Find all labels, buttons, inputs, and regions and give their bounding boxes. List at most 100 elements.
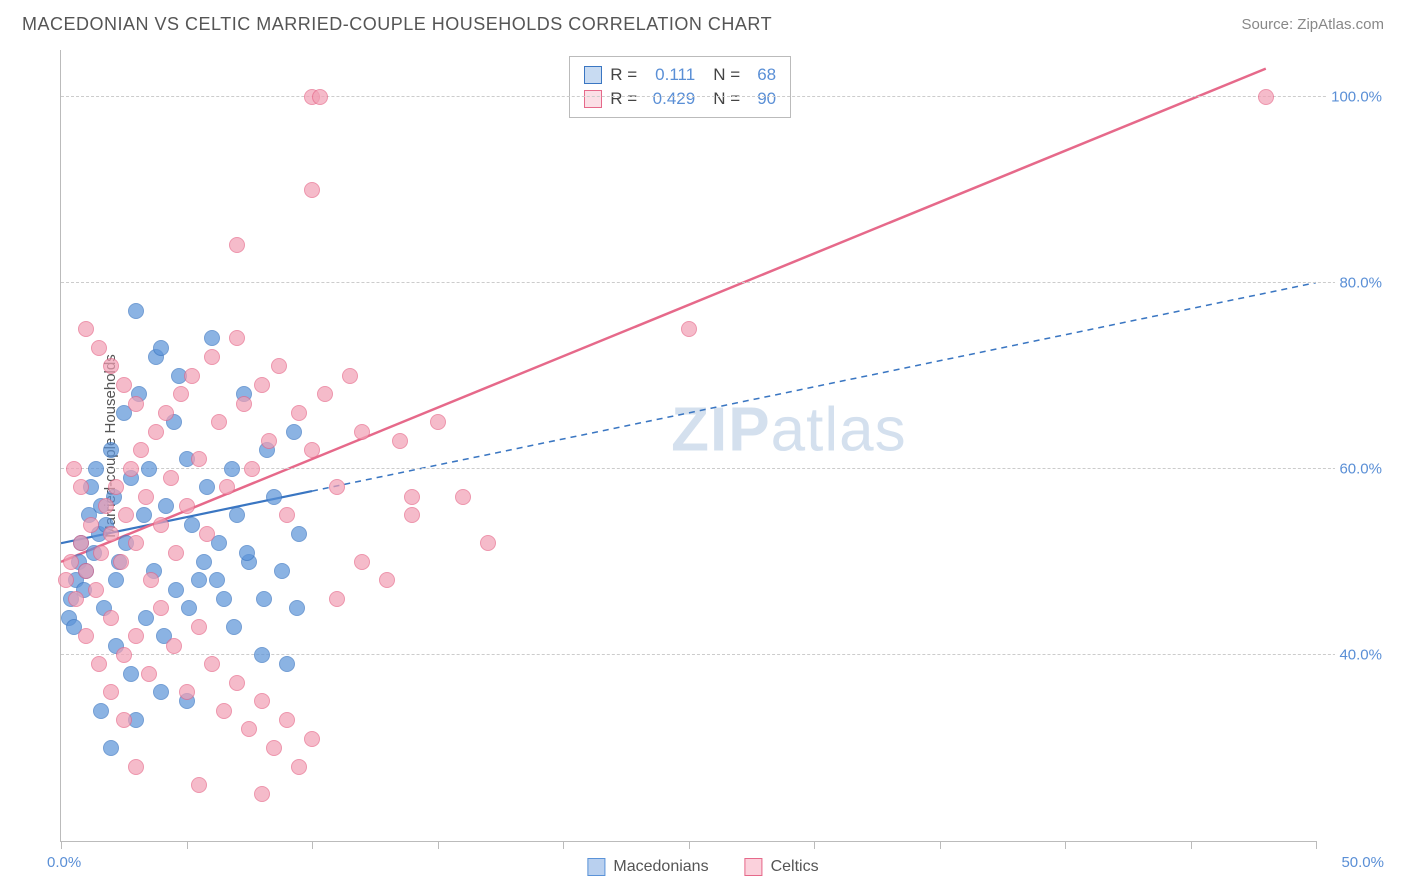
scatter-point xyxy=(204,349,220,365)
x-tick xyxy=(312,841,313,849)
scatter-point xyxy=(254,647,270,663)
stats-row: R =0.111N =68 xyxy=(584,63,776,87)
chart-plot-area: Married-couple Households ZIPatlas R =0.… xyxy=(60,50,1316,842)
r-value: 0.111 xyxy=(645,65,695,85)
scatter-point xyxy=(229,330,245,346)
scatter-point xyxy=(229,507,245,523)
scatter-point xyxy=(291,526,307,542)
scatter-point xyxy=(279,507,295,523)
gridline-h xyxy=(61,96,1386,97)
scatter-point xyxy=(229,237,245,253)
scatter-point xyxy=(392,433,408,449)
scatter-point xyxy=(681,321,697,337)
legend-label: Celtics xyxy=(771,858,819,876)
scatter-point xyxy=(103,684,119,700)
scatter-point xyxy=(141,666,157,682)
scatter-point xyxy=(116,377,132,393)
scatter-point xyxy=(216,703,232,719)
legend: Macedonians Celtics xyxy=(587,858,818,876)
scatter-point xyxy=(266,740,282,756)
scatter-point xyxy=(68,591,84,607)
scatter-point xyxy=(73,535,89,551)
scatter-point xyxy=(329,479,345,495)
scatter-point xyxy=(123,461,139,477)
scatter-point xyxy=(153,340,169,356)
scatter-point xyxy=(128,535,144,551)
scatter-point xyxy=(291,405,307,421)
scatter-point xyxy=(219,479,235,495)
scatter-point xyxy=(103,610,119,626)
scatter-point xyxy=(455,489,471,505)
scatter-point xyxy=(304,731,320,747)
scatter-point xyxy=(244,461,260,477)
r-label: R = xyxy=(610,89,637,109)
scatter-point xyxy=(216,591,232,607)
scatter-point xyxy=(199,526,215,542)
scatter-point xyxy=(480,535,496,551)
y-tick-label: 40.0% xyxy=(1335,646,1386,663)
scatter-point xyxy=(118,507,134,523)
scatter-point xyxy=(286,424,302,440)
scatter-point xyxy=(136,507,152,523)
scatter-point xyxy=(98,498,114,514)
scatter-point xyxy=(108,572,124,588)
x-tick xyxy=(814,841,815,849)
scatter-point xyxy=(191,451,207,467)
scatter-point xyxy=(289,600,305,616)
scatter-point xyxy=(128,303,144,319)
scatter-point xyxy=(138,610,154,626)
scatter-point xyxy=(304,442,320,458)
scatter-point xyxy=(63,554,79,570)
scatter-point xyxy=(133,442,149,458)
scatter-point xyxy=(342,368,358,384)
scatter-point xyxy=(78,628,94,644)
series-swatch xyxy=(584,66,602,84)
scatter-point xyxy=(153,684,169,700)
scatter-point xyxy=(108,479,124,495)
scatter-point xyxy=(88,582,104,598)
scatter-point xyxy=(163,470,179,486)
scatter-point xyxy=(254,693,270,709)
scatter-point xyxy=(158,405,174,421)
scatter-point xyxy=(113,554,129,570)
scatter-point xyxy=(123,666,139,682)
scatter-point xyxy=(179,684,195,700)
legend-swatch xyxy=(745,858,763,876)
scatter-point xyxy=(138,489,154,505)
scatter-point xyxy=(168,545,184,561)
scatter-point xyxy=(404,507,420,523)
scatter-point xyxy=(158,498,174,514)
scatter-point xyxy=(404,489,420,505)
stats-row: R =0.429N =90 xyxy=(584,87,776,111)
scatter-point xyxy=(317,386,333,402)
scatter-point xyxy=(58,572,74,588)
scatter-point xyxy=(209,572,225,588)
scatter-point xyxy=(191,619,207,635)
scatter-point xyxy=(254,786,270,802)
y-tick-label: 60.0% xyxy=(1335,460,1386,477)
scatter-point xyxy=(128,628,144,644)
scatter-point xyxy=(103,526,119,542)
scatter-point xyxy=(168,582,184,598)
x-axis-min-label: 0.0% xyxy=(47,854,81,871)
r-value: 0.429 xyxy=(645,89,695,109)
n-label: N = xyxy=(713,65,740,85)
scatter-point xyxy=(191,777,207,793)
x-tick xyxy=(940,841,941,849)
scatter-point xyxy=(141,461,157,477)
scatter-point xyxy=(239,545,255,561)
scatter-point xyxy=(78,321,94,337)
scatter-point xyxy=(1258,89,1274,105)
n-value: 68 xyxy=(748,65,776,85)
scatter-point xyxy=(153,600,169,616)
chart-title: MACEDONIAN VS CELTIC MARRIED-COUPLE HOUS… xyxy=(22,14,772,35)
legend-label: Macedonians xyxy=(613,858,708,876)
scatter-point xyxy=(229,675,245,691)
scatter-point xyxy=(196,554,212,570)
series-swatch xyxy=(584,90,602,108)
n-label: N = xyxy=(713,89,740,109)
scatter-point xyxy=(116,647,132,663)
scatter-point xyxy=(184,368,200,384)
scatter-point xyxy=(226,619,242,635)
gridline-h xyxy=(61,468,1386,469)
